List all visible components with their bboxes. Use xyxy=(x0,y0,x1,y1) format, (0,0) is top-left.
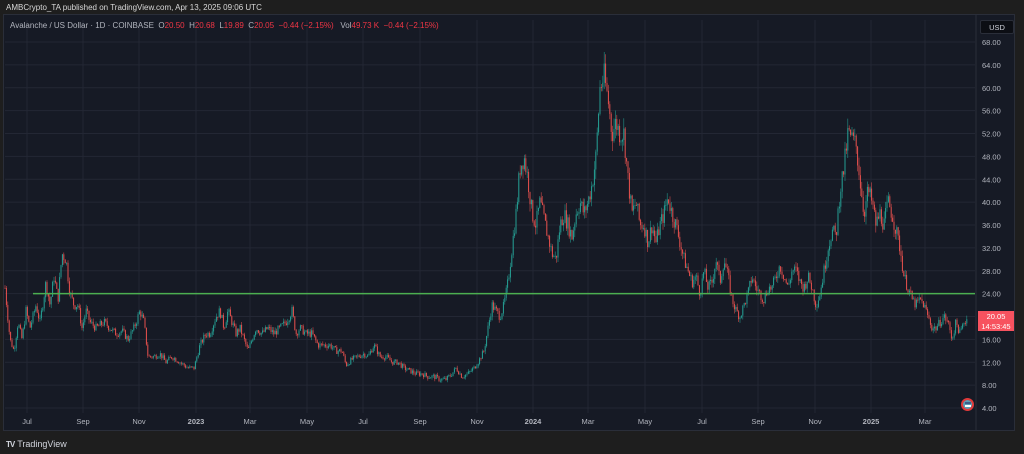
volume-label: Vol xyxy=(340,21,352,30)
time-tick: Mar xyxy=(919,417,932,426)
last-price-tag: 20.05 14:53:45 xyxy=(978,311,1014,331)
time-tick: 2024 xyxy=(525,417,543,426)
price-tick: 48.00 xyxy=(982,152,1001,161)
time-tick: Nov xyxy=(470,417,484,426)
price-tick: 16.00 xyxy=(982,335,1001,344)
symbol-name[interactable]: Avalanche / US Dollar · 1D · COINBASE xyxy=(10,21,154,30)
time-tick: Nov xyxy=(808,417,822,426)
time-tick: Jul xyxy=(697,417,707,426)
time-tick: Mar xyxy=(244,417,257,426)
time-tick: Mar xyxy=(582,417,595,426)
time-tick: Jul xyxy=(358,417,368,426)
time-tick: Sep xyxy=(751,417,764,426)
grid-lines xyxy=(5,15,977,430)
bar-countdown: 14:53:45 xyxy=(981,321,1011,331)
high-value: 20.68 xyxy=(194,21,215,30)
time-tick: Sep xyxy=(76,417,89,426)
low-label: L xyxy=(219,21,224,30)
volume-change: −0.44 (−2.15%) xyxy=(383,21,439,30)
time-axis[interactable]: Jul Sep Nov 2023 Mar May Jul Sep Nov 2024 Mar May Ju… xyxy=(22,417,932,426)
candles xyxy=(4,51,968,383)
price-tick: 56.00 xyxy=(982,107,1001,116)
price-tick: 4.00 xyxy=(982,404,997,413)
open-value: 20.50 xyxy=(164,21,185,30)
price-tick: 40.00 xyxy=(982,198,1001,207)
time-tick: Sep xyxy=(413,417,426,426)
tradingview-logo-icon: TV xyxy=(6,439,15,449)
price-tick: 64.00 xyxy=(982,61,1001,70)
time-tick: May xyxy=(638,417,652,426)
volume-value: 49.73 K xyxy=(351,21,380,30)
open-label: O xyxy=(158,21,165,30)
low-value: 19.89 xyxy=(223,21,244,30)
time-tick: 2025 xyxy=(863,417,880,426)
price-tick: 8.00 xyxy=(982,381,997,390)
price-axis[interactable]: 68.00 64.00 60.00 56.00 52.00 48.00 44.00 40.00… xyxy=(982,38,1001,413)
time-tick: 2023 xyxy=(188,417,205,426)
change-value: −0.44 (−2.15%) xyxy=(278,21,334,30)
time-tick: May xyxy=(300,417,314,426)
brand-name: TradingView xyxy=(17,439,67,449)
price-tick: 44.00 xyxy=(982,175,1001,184)
chart-frame[interactable] xyxy=(3,14,1015,431)
us-flag-event-icon[interactable] xyxy=(961,398,974,411)
close-value: 20.05 xyxy=(254,21,275,30)
price-tick: 24.00 xyxy=(982,290,1001,299)
price-tick: 52.00 xyxy=(982,130,1001,139)
currency-button[interactable]: USD xyxy=(980,20,1014,34)
last-price: 20.05 xyxy=(986,312,1006,321)
price-tick: 68.00 xyxy=(982,38,1001,47)
price-tick: 32.00 xyxy=(982,244,1001,253)
publish-info: AMBCrypto_TA published on TradingView.co… xyxy=(6,3,262,12)
price-tick: 12.00 xyxy=(982,358,1001,367)
price-tick: 28.00 xyxy=(982,267,1001,276)
time-tick: Nov xyxy=(132,417,146,426)
price-tick: 60.00 xyxy=(982,84,1001,93)
ohlc-legend: Avalanche / US Dollar · 1D · COINBASE O2… xyxy=(10,21,439,30)
footer-brand: TV TradingView xyxy=(6,439,67,449)
high-label: H xyxy=(189,21,195,30)
price-tick: 36.00 xyxy=(982,221,1001,230)
close-label: C xyxy=(248,21,255,30)
time-tick: Jul xyxy=(22,417,32,426)
